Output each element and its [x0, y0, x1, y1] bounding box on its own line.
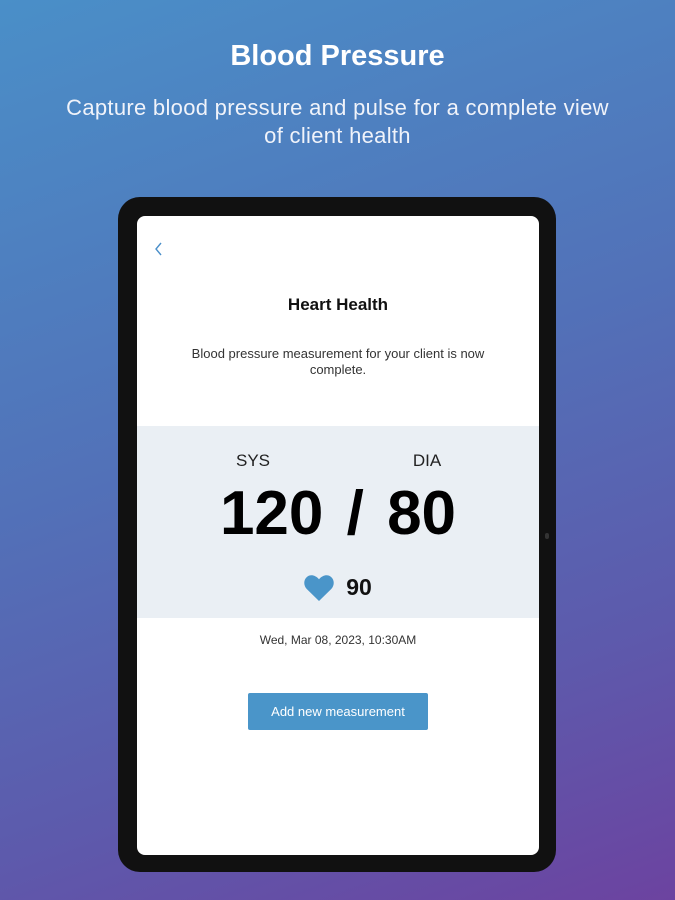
bp-reading: 120 / 80 [219, 479, 457, 548]
tablet-side-button [545, 533, 549, 539]
add-measurement-button[interactable]: Add new measurement [248, 693, 428, 730]
hero-subtitle: Capture blood pressure and pulse for a c… [66, 95, 609, 148]
dia-label: DIA [412, 451, 442, 470]
measurement-timestamp: Wed, Mar 08, 2023, 10:30AM [259, 633, 417, 647]
sys-label: SYS [235, 451, 271, 470]
pulse-row: 90 [137, 574, 539, 601]
hero-title: Blood Pressure [230, 40, 445, 72]
pulse-value: 90 [346, 574, 372, 600]
back-button[interactable] [154, 240, 164, 261]
screen-title: Heart Health [287, 295, 389, 314]
completion-message: Blood pressure measurement for your clie… [191, 346, 485, 377]
reading-panel: SYS DIA 120 / 80 90 [137, 426, 539, 618]
chevron-left-icon [155, 242, 162, 256]
tablet-screen: Heart Health Blood pressure measurement … [137, 216, 539, 855]
heart-icon [304, 574, 334, 601]
